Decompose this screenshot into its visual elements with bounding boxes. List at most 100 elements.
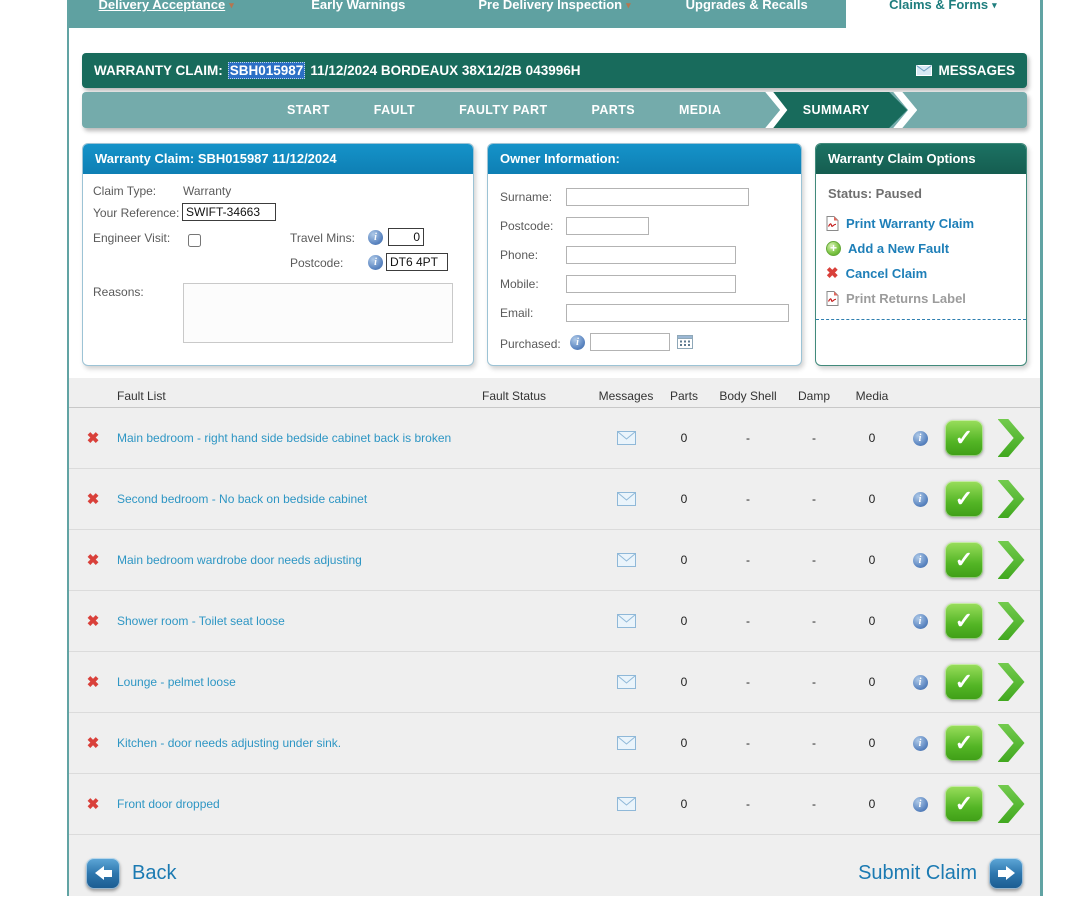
fault-link[interactable]: Front door dropped xyxy=(117,797,220,811)
fault-link[interactable]: Lounge - pelmet loose xyxy=(117,675,236,689)
fault-complete-check-button[interactable] xyxy=(945,725,983,761)
info-icon[interactable]: i xyxy=(912,674,928,690)
messages-envelope-icon[interactable] xyxy=(590,492,662,506)
nav-item-upgrades-recalls[interactable]: Upgrades & Recalls xyxy=(652,0,846,28)
info-icon[interactable]: i xyxy=(912,735,928,751)
messages-envelope-icon[interactable] xyxy=(590,431,662,445)
fault-row: Shower room - Toilet seat loose 0 - - 0 … xyxy=(69,591,1040,652)
body-shell-value: - xyxy=(746,431,750,445)
parts-count: 0 xyxy=(680,431,688,445)
delete-fault-icon[interactable] xyxy=(69,797,117,812)
fault-link[interactable]: Second bedroom - No back on bedside cabi… xyxy=(117,492,368,506)
step-start[interactable]: START xyxy=(287,103,330,117)
open-fault-chevron-icon[interactable] xyxy=(997,724,1025,762)
print-warranty-claim-link[interactable]: Print Warranty Claim xyxy=(826,211,1016,236)
step-summary-active[interactable]: SUMMARY xyxy=(773,92,908,128)
open-fault-chevron-icon[interactable] xyxy=(997,480,1025,518)
print-returns-label-link[interactable]: Print Returns Label xyxy=(826,286,1016,311)
add-new-fault-link[interactable]: Add a New Fault xyxy=(826,236,1016,261)
delete-fault-icon[interactable] xyxy=(69,675,117,690)
phone-input[interactable] xyxy=(566,246,736,264)
nav-label: Pre Delivery Inspection xyxy=(478,0,623,12)
claim-title-prefix: WARRANTY CLAIM: xyxy=(94,63,223,78)
info-icon[interactable]: i xyxy=(912,430,928,446)
parts-count: 0 xyxy=(680,553,688,567)
pdf-icon xyxy=(826,216,839,231)
step-media[interactable]: MEDIA xyxy=(678,103,722,117)
info-icon[interactable]: i xyxy=(912,613,928,629)
info-icon[interactable]: i xyxy=(912,796,928,812)
delete-fault-icon[interactable] xyxy=(69,736,117,751)
travel-mins-input[interactable] xyxy=(388,228,424,246)
open-fault-chevron-icon[interactable] xyxy=(997,419,1025,457)
email-input[interactable] xyxy=(566,304,789,322)
nav-item-early-warnings[interactable]: Early Warnings xyxy=(263,0,457,28)
info-icon[interactable]: i xyxy=(570,335,585,350)
fault-complete-check-button[interactable] xyxy=(945,786,983,822)
fault-complete-check-button[interactable] xyxy=(945,481,983,517)
open-fault-chevron-icon[interactable] xyxy=(997,541,1025,579)
damp-value: - xyxy=(812,736,816,750)
fault-link[interactable]: Main bedroom wardrobe door needs adjusti… xyxy=(117,553,362,567)
open-fault-chevron-icon[interactable] xyxy=(997,663,1025,701)
engineer-visit-checkbox[interactable] xyxy=(188,234,201,247)
body-shell-value: - xyxy=(746,553,750,567)
damp-value: - xyxy=(812,614,816,628)
warranty-claim-options-body: Status: Paused Print Warranty Claim Add … xyxy=(816,174,1026,320)
your-reference-input[interactable] xyxy=(182,203,276,221)
delete-fault-icon[interactable] xyxy=(69,492,117,507)
open-fault-chevron-icon[interactable] xyxy=(997,602,1025,640)
messages-envelope-icon[interactable] xyxy=(590,614,662,628)
messages-envelope-icon[interactable] xyxy=(590,736,662,750)
info-icon[interactable]: i xyxy=(912,491,928,507)
fault-link[interactable]: Kitchen - door needs adjusting under sin… xyxy=(117,736,342,750)
caret-down-icon: ▾ xyxy=(992,0,997,10)
info-icon[interactable]: i xyxy=(912,552,928,568)
fault-table-header: Fault List Fault Status Messages Parts B… xyxy=(69,378,1040,408)
step-faulty-part[interactable]: FAULTY PART xyxy=(459,103,548,117)
delete-fault-icon[interactable] xyxy=(69,614,117,629)
fault-complete-check-button[interactable] xyxy=(945,542,983,578)
reasons-textarea[interactable] xyxy=(183,283,453,343)
messages-envelope-icon[interactable] xyxy=(590,675,662,689)
nav-item-claims-forms[interactable]: Claims & Forms ▾ xyxy=(845,0,1041,28)
delete-fault-icon[interactable] xyxy=(69,431,117,446)
pdf-icon xyxy=(826,291,839,306)
fault-link[interactable]: Shower room - Toilet seat loose xyxy=(117,614,285,628)
open-fault-chevron-icon[interactable] xyxy=(997,785,1025,823)
messages-envelope-icon[interactable] xyxy=(590,797,662,811)
info-icon[interactable]: i xyxy=(368,230,383,245)
messages-link[interactable]: MESSAGES xyxy=(916,63,1015,78)
mobile-input[interactable] xyxy=(566,275,736,293)
fault-complete-check-button[interactable] xyxy=(945,420,983,456)
calendar-icon[interactable] xyxy=(677,334,693,349)
warranty-claim-options-title: Warranty Claim Options xyxy=(816,144,1026,174)
parts-count: 0 xyxy=(680,675,688,689)
header-media: Media xyxy=(855,388,889,403)
fault-complete-check-button[interactable] xyxy=(945,664,983,700)
damp-value: - xyxy=(812,492,816,506)
media-count: 0 xyxy=(868,614,876,628)
owner-postcode-input[interactable] xyxy=(566,217,649,235)
submit-claim-button[interactable] xyxy=(989,857,1023,889)
damp-value: - xyxy=(812,675,816,689)
submit-claim-label[interactable]: Submit Claim xyxy=(858,861,977,884)
info-icon[interactable]: i xyxy=(368,255,383,270)
purchased-date-input[interactable] xyxy=(590,333,670,351)
nav-item-delivery-acceptance[interactable]: Delivery Acceptance ▾ xyxy=(69,0,263,28)
fault-link[interactable]: Main bedroom - right hand side bedside c… xyxy=(117,431,452,445)
fault-complete-check-button[interactable] xyxy=(945,603,983,639)
step-parts[interactable]: PARTS xyxy=(591,103,635,117)
email-label: Email: xyxy=(500,306,534,320)
back-label[interactable]: Back xyxy=(132,861,177,884)
surname-label: Surname: xyxy=(500,190,553,204)
delete-fault-icon[interactable] xyxy=(69,553,117,568)
cancel-claim-link[interactable]: Cancel Claim xyxy=(826,261,1016,286)
step-fault[interactable]: FAULT xyxy=(373,103,416,117)
back-button[interactable] xyxy=(86,857,120,889)
postcode-input[interactable] xyxy=(386,253,448,271)
surname-input[interactable] xyxy=(566,188,749,206)
nav-item-pre-delivery-inspection[interactable]: Pre Delivery Inspection ▾ xyxy=(457,0,651,28)
caret-down-icon: ▾ xyxy=(229,0,234,10)
messages-envelope-icon[interactable] xyxy=(590,553,662,567)
